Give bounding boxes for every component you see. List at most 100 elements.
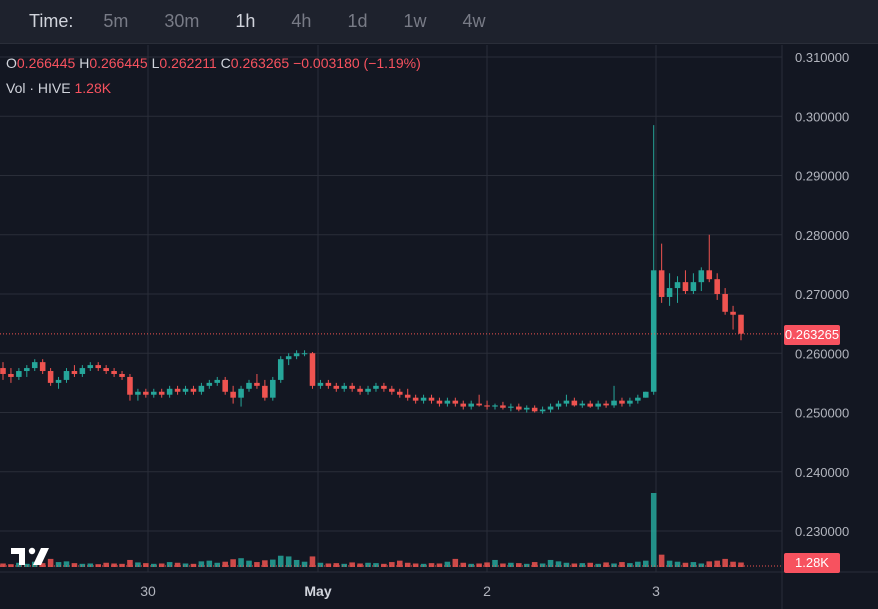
candle-body xyxy=(135,391,141,395)
candle-body xyxy=(452,400,459,404)
candle-body xyxy=(547,406,554,410)
candle-body xyxy=(127,376,133,395)
candle-body xyxy=(238,388,244,398)
candle-body xyxy=(563,400,570,404)
volume-bar xyxy=(174,562,181,567)
candle-body xyxy=(412,397,419,401)
y-tick-label: 0.280000 xyxy=(795,228,849,243)
timeframe-5m-button[interactable]: 5m xyxy=(103,11,129,31)
candle-body xyxy=(174,388,181,392)
time-label: Time: xyxy=(29,11,74,31)
volume-bar xyxy=(103,562,109,567)
timeframe-1d-button[interactable]: 1d xyxy=(347,11,368,31)
last-price-tag: 0.263265 xyxy=(784,325,840,345)
candle-body xyxy=(587,403,594,407)
y-tick-label: 0.290000 xyxy=(795,169,849,184)
volume-bar xyxy=(230,559,236,567)
candle-body xyxy=(627,400,633,404)
candle-body xyxy=(674,282,681,289)
volume-bar xyxy=(389,562,395,567)
candle-body xyxy=(468,403,474,407)
volume-bar xyxy=(516,563,522,567)
candle-body xyxy=(285,356,292,360)
volume-bar xyxy=(246,560,252,567)
candle-body xyxy=(722,294,728,312)
timeframe-1h-button[interactable]: 1h xyxy=(235,11,256,31)
volume-bar xyxy=(587,562,594,567)
candle-body xyxy=(714,279,720,294)
candle-body xyxy=(635,397,641,401)
candle-body xyxy=(492,405,498,407)
timeframe-4w-button[interactable]: 4w xyxy=(462,11,486,31)
volume-bar xyxy=(222,561,228,567)
volume-bar xyxy=(341,563,348,567)
volume-bar xyxy=(666,560,673,567)
volume-value: 1.28K xyxy=(74,80,112,96)
volume-bar xyxy=(381,563,387,567)
volume-bar xyxy=(619,562,625,567)
change-value: −0.003180 (−1.19%) xyxy=(293,55,421,71)
volume-bar xyxy=(301,561,308,567)
candle-body xyxy=(0,368,6,374)
volume-bar xyxy=(277,555,284,567)
volume-bar xyxy=(47,558,54,567)
volume-bar xyxy=(333,563,340,567)
candle-body xyxy=(698,270,705,283)
volume-bar xyxy=(420,563,427,567)
volume-bar xyxy=(476,563,482,567)
candle-body xyxy=(111,371,117,374)
y-tick-label: 0.310000 xyxy=(795,50,849,65)
y-tick-label: 0.270000 xyxy=(795,287,849,302)
volume-bar xyxy=(500,563,506,567)
candle-body xyxy=(87,365,94,369)
y-tick-label: 0.230000 xyxy=(795,524,849,539)
volume-bar xyxy=(111,563,117,567)
candle-body xyxy=(325,382,332,386)
volume-bar xyxy=(508,562,514,567)
volume-bar xyxy=(135,562,141,567)
open-value: 0.266445 xyxy=(16,55,76,71)
candle-body xyxy=(420,397,427,401)
candle-body xyxy=(444,400,451,404)
high-value: 0.266445 xyxy=(89,55,148,71)
volume-bar xyxy=(650,493,657,567)
volume-bar xyxy=(436,563,443,567)
volume-bars xyxy=(0,493,782,567)
volume-bar xyxy=(698,563,705,567)
timeframe-30m-button[interactable]: 30m xyxy=(164,11,200,31)
candle-body xyxy=(396,391,403,395)
volume-bar xyxy=(579,563,586,567)
low-key: L xyxy=(151,55,160,71)
volume-bar xyxy=(182,563,189,567)
volume-bar xyxy=(539,563,546,567)
volume-bar xyxy=(206,560,213,567)
candle-body xyxy=(182,388,189,392)
volume-bar xyxy=(468,563,474,567)
candle-body xyxy=(270,379,276,398)
timeframe-1w-button[interactable]: 1w xyxy=(403,11,427,31)
price-axis: 0.310000 0.300000 0.290000 0.280000 0.270000… xyxy=(795,50,849,539)
candle-body xyxy=(404,394,411,398)
volume-bar xyxy=(642,560,649,567)
y-tick-label: 0.240000 xyxy=(795,465,849,480)
candle-body xyxy=(523,407,530,410)
volume-bar xyxy=(79,563,86,567)
candle-body xyxy=(293,353,300,357)
candle-body xyxy=(47,371,54,383)
candle-body xyxy=(611,400,617,406)
volume-bar xyxy=(595,563,601,567)
timeframe-4h-button[interactable]: 4h xyxy=(291,11,312,31)
volume-bar xyxy=(190,563,197,567)
volume-bar xyxy=(285,556,292,567)
volume-bar xyxy=(127,559,133,567)
candle-body xyxy=(254,382,260,386)
volume-bar xyxy=(198,561,205,567)
volume-bar xyxy=(8,564,14,567)
candle-body xyxy=(8,373,14,377)
volume-bar xyxy=(0,563,6,567)
candle-body xyxy=(262,385,268,398)
volume-bar xyxy=(523,563,530,567)
volume-bar xyxy=(492,559,498,567)
volume-bar xyxy=(706,561,713,567)
